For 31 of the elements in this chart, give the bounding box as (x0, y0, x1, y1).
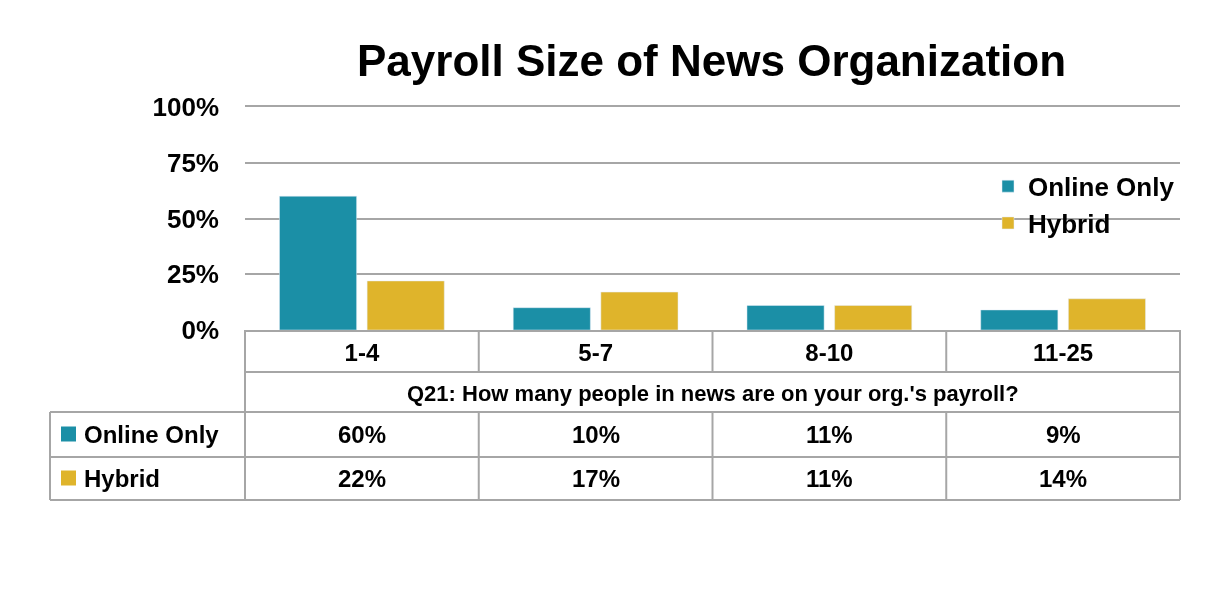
bar (512, 307, 591, 330)
bar (600, 291, 679, 330)
bar (980, 309, 1059, 330)
bar (279, 195, 357, 330)
legend-label: Online Only (1028, 172, 1175, 203)
x-tick-label: 1-4 (344, 338, 380, 366)
x-tick-label: 5-7 (578, 338, 613, 366)
bar (834, 305, 913, 330)
data-label: 9% (1046, 421, 1081, 448)
data-label: 11% (806, 465, 853, 492)
data-label: 22% (338, 465, 387, 492)
y-tick-label: 0% (181, 315, 219, 346)
bar (366, 280, 445, 330)
y-tick-label: 50% (166, 203, 219, 234)
x-tick-label: 11-25 (1033, 338, 1094, 366)
y-tick-label: 25% (166, 259, 219, 290)
data-label: 11% (806, 421, 853, 448)
data-label: 10% (572, 421, 621, 448)
legend-label: Hybrid (1028, 209, 1111, 240)
x-tick-label: 8-10 (805, 338, 854, 366)
data-label: 14% (1039, 465, 1088, 492)
chart-title: Payroll Size of News Organization (357, 35, 1067, 85)
bar (746, 305, 825, 330)
y-tick-label: 100% (152, 92, 219, 123)
y-tick-label: 75% (166, 147, 219, 178)
text: Hybrid (84, 465, 161, 492)
data-label: 60% (338, 421, 387, 448)
data-label: 17% (572, 465, 621, 492)
text: Online Only (84, 421, 219, 448)
x-axis-title: Q21: How many people in news are on your org.'s payroll? (407, 381, 1019, 406)
bar (1068, 298, 1146, 330)
